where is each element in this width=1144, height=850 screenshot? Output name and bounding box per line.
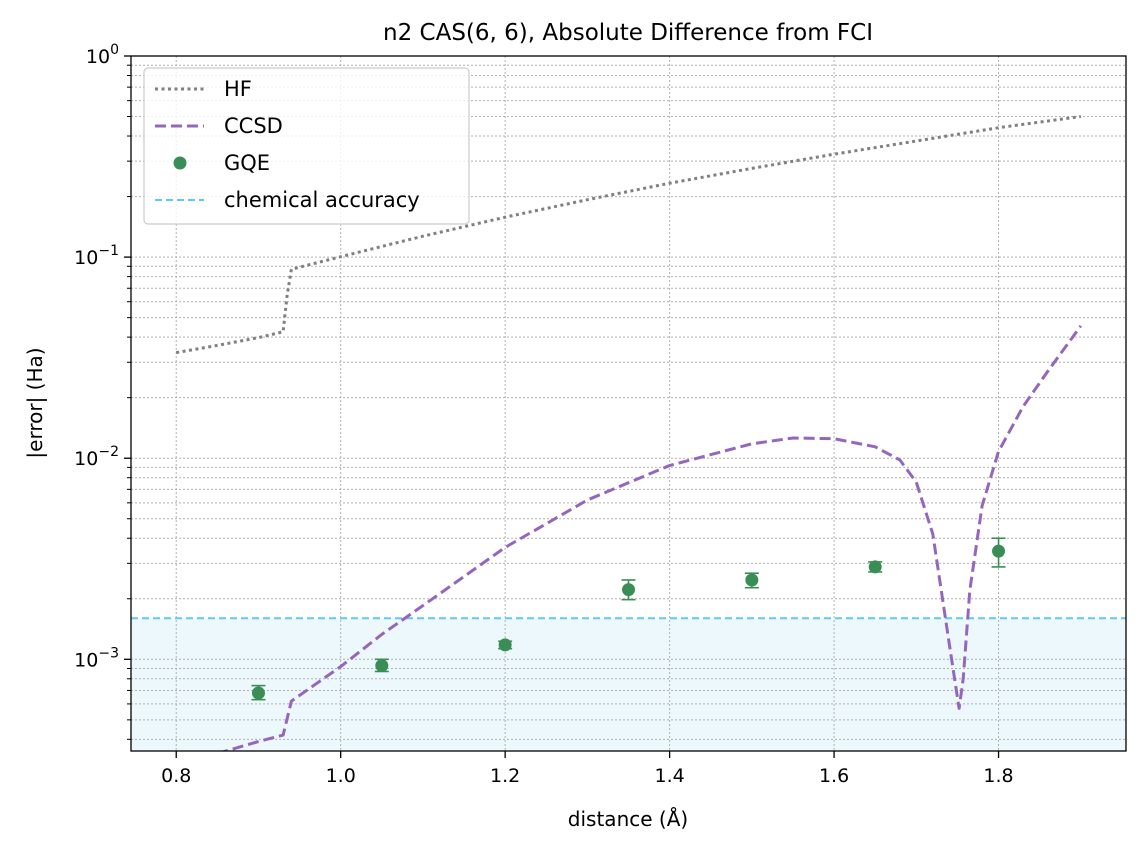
gqe-point bbox=[745, 573, 759, 587]
y-tick-label: 100 bbox=[86, 42, 119, 68]
y-tick-exponent: −2 bbox=[98, 444, 119, 460]
y-tick-label: 10−3 bbox=[74, 645, 119, 671]
gqe-point bbox=[251, 686, 265, 700]
chemical-accuracy-band bbox=[131, 618, 1126, 751]
gqe-point bbox=[375, 659, 389, 673]
x-tick-label: 0.8 bbox=[161, 765, 191, 787]
x-axis-label: distance (Å) bbox=[568, 807, 688, 831]
legend-frame bbox=[143, 67, 470, 225]
y-tick-exponent: 0 bbox=[110, 42, 119, 58]
y-tick-base: 10 bbox=[86, 46, 110, 68]
y-axis-label: |error| (Ha) bbox=[23, 347, 47, 458]
legend-label: chemical accuracy bbox=[224, 188, 420, 212]
plot-frame bbox=[130, 55, 1127, 752]
chart-title: n2 CAS(6, 6), Absolute Difference from F… bbox=[383, 20, 873, 46]
gqe-point bbox=[868, 560, 882, 574]
x-tick-label: 1.2 bbox=[490, 765, 520, 787]
legend: HF CCSD GQE chemical accuracy bbox=[143, 67, 470, 225]
x-tick-label: 1.6 bbox=[819, 765, 849, 787]
x-tick-label: 1.0 bbox=[326, 765, 356, 787]
y-tick-base: 10 bbox=[74, 649, 98, 671]
gqe-point bbox=[498, 638, 512, 652]
y-tick-label: 10−1 bbox=[74, 243, 119, 269]
legend-marker-gqe bbox=[173, 156, 187, 170]
x-tick-label: 1.4 bbox=[655, 765, 685, 787]
legend-label: CCSD bbox=[224, 114, 283, 138]
gqe-point bbox=[992, 544, 1006, 558]
legend-label: GQE bbox=[224, 151, 270, 175]
y-tick-base: 10 bbox=[74, 448, 98, 470]
y-tick-exponent: −1 bbox=[98, 243, 119, 259]
y-tick-label: 10−2 bbox=[74, 444, 119, 470]
x-tick-label: 1.8 bbox=[983, 765, 1013, 787]
series-ccsd-line bbox=[220, 325, 1083, 751]
series-hf-line bbox=[175, 115, 1082, 355]
gqe-point bbox=[622, 583, 635, 597]
y-tick-base: 10 bbox=[74, 247, 98, 269]
legend-label: HF bbox=[224, 77, 252, 101]
y-tick-exponent: −3 bbox=[98, 645, 119, 661]
